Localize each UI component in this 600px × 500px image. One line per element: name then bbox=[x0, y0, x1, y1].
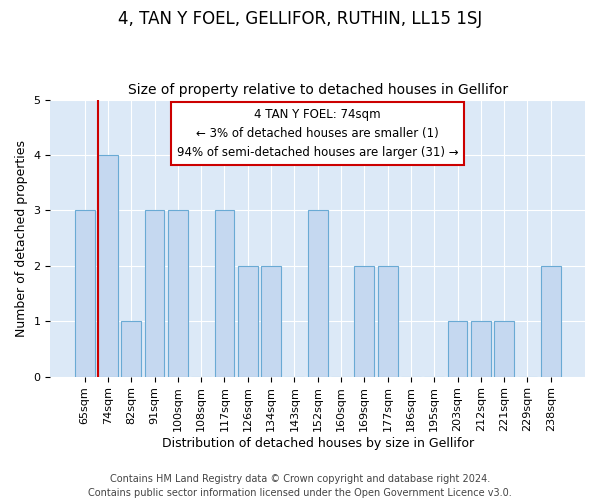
Bar bbox=[121, 321, 141, 376]
Bar bbox=[378, 266, 398, 376]
Text: 4 TAN Y FOEL: 74sqm
← 3% of detached houses are smaller (1)
94% of semi-detached: 4 TAN Y FOEL: 74sqm ← 3% of detached hou… bbox=[177, 108, 458, 159]
Bar bbox=[494, 321, 514, 376]
Bar bbox=[215, 210, 235, 376]
Title: Size of property relative to detached houses in Gellifor: Size of property relative to detached ho… bbox=[128, 83, 508, 97]
X-axis label: Distribution of detached houses by size in Gellifor: Distribution of detached houses by size … bbox=[161, 437, 474, 450]
Bar bbox=[145, 210, 164, 376]
Bar bbox=[75, 210, 95, 376]
Bar bbox=[168, 210, 188, 376]
Bar bbox=[98, 155, 118, 376]
Bar bbox=[261, 266, 281, 376]
Bar bbox=[448, 321, 467, 376]
Text: Contains HM Land Registry data © Crown copyright and database right 2024.
Contai: Contains HM Land Registry data © Crown c… bbox=[88, 474, 512, 498]
Y-axis label: Number of detached properties: Number of detached properties bbox=[15, 140, 28, 336]
Text: 4, TAN Y FOEL, GELLIFOR, RUTHIN, LL15 1SJ: 4, TAN Y FOEL, GELLIFOR, RUTHIN, LL15 1S… bbox=[118, 10, 482, 28]
Bar bbox=[541, 266, 561, 376]
Bar bbox=[355, 266, 374, 376]
Bar bbox=[308, 210, 328, 376]
Bar bbox=[471, 321, 491, 376]
Bar bbox=[238, 266, 257, 376]
